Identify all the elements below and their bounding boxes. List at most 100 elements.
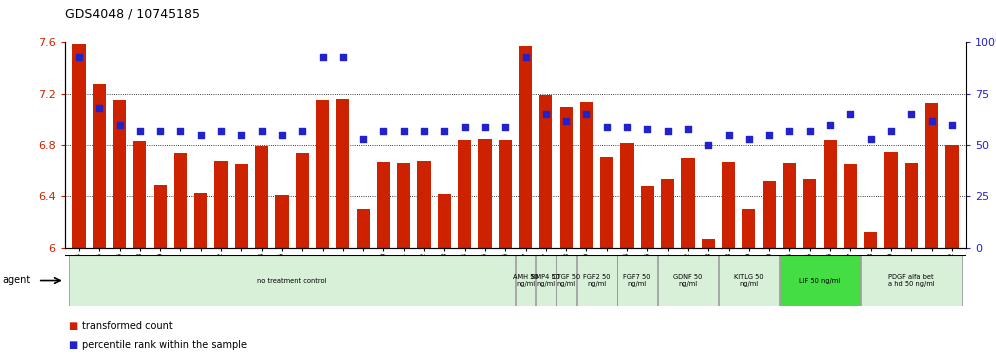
Point: [944, 122, 960, 127]
Bar: [763, 181, 776, 248]
Bar: [438, 194, 451, 248]
Point: [761, 132, 777, 138]
Bar: [417, 161, 430, 248]
Point: [518, 54, 534, 60]
Bar: [397, 163, 410, 248]
Bar: [601, 157, 614, 248]
Text: percentile rank within the sample: percentile rank within the sample: [82, 340, 247, 350]
Bar: [69, 255, 515, 306]
Point: [822, 122, 838, 127]
Bar: [560, 107, 573, 248]
Bar: [621, 143, 633, 248]
Point: [721, 132, 737, 138]
Text: transformed count: transformed count: [82, 321, 172, 331]
Bar: [357, 209, 370, 248]
Bar: [945, 145, 958, 248]
Bar: [316, 100, 329, 248]
Point: [923, 118, 939, 123]
Point: [294, 128, 310, 133]
Point: [741, 136, 757, 142]
Bar: [458, 140, 471, 248]
Bar: [884, 152, 897, 248]
Bar: [376, 162, 390, 248]
Point: [193, 132, 209, 138]
Bar: [742, 209, 756, 248]
Text: FGF7 50
ng/ml: FGF7 50 ng/ml: [623, 274, 651, 287]
Bar: [194, 193, 207, 248]
Bar: [904, 163, 918, 248]
Bar: [275, 195, 289, 248]
Point: [92, 105, 108, 111]
Point: [883, 128, 899, 133]
Bar: [661, 178, 674, 248]
Point: [700, 142, 716, 148]
Point: [131, 128, 147, 133]
Bar: [516, 255, 535, 306]
Bar: [153, 185, 166, 248]
Point: [620, 124, 635, 130]
Bar: [824, 140, 837, 248]
Text: LIF 50 ng/ml: LIF 50 ng/ml: [800, 278, 841, 284]
Point: [152, 128, 168, 133]
Text: agent: agent: [2, 275, 30, 285]
Bar: [255, 147, 268, 248]
Point: [599, 124, 615, 130]
Point: [356, 136, 372, 142]
Point: [477, 124, 493, 130]
Point: [274, 132, 290, 138]
Point: [639, 126, 655, 132]
Point: [659, 128, 675, 133]
Point: [375, 128, 391, 133]
Bar: [557, 255, 576, 306]
Point: [416, 128, 432, 133]
Bar: [681, 158, 694, 248]
Bar: [539, 95, 553, 248]
Text: FGF2 50
ng/ml: FGF2 50 ng/ml: [583, 274, 611, 287]
Point: [233, 132, 249, 138]
Text: ■: ■: [68, 340, 77, 350]
Point: [843, 112, 859, 117]
Bar: [174, 153, 187, 248]
Text: PDGF alfa bet
a hd 50 ng/ml: PDGF alfa bet a hd 50 ng/ml: [888, 274, 934, 287]
Text: KITLG 50
ng/ml: KITLG 50 ng/ml: [734, 274, 764, 287]
Text: BMP4 50
ng/ml: BMP4 50 ng/ml: [532, 274, 561, 287]
Text: AMH 50
ng/ml: AMH 50 ng/ml: [513, 274, 539, 287]
Bar: [93, 84, 106, 248]
Point: [112, 122, 127, 127]
Bar: [296, 153, 309, 248]
Bar: [577, 255, 617, 306]
Point: [457, 124, 473, 130]
Bar: [803, 178, 817, 248]
Point: [315, 54, 331, 60]
Bar: [214, 161, 228, 248]
Text: GDNF 50
ng/ml: GDNF 50 ng/ml: [673, 274, 703, 287]
Bar: [783, 163, 796, 248]
Bar: [133, 141, 146, 248]
Bar: [844, 164, 857, 248]
Bar: [235, 164, 248, 248]
Bar: [640, 186, 654, 248]
Point: [802, 128, 818, 133]
Point: [680, 126, 696, 132]
Bar: [73, 44, 86, 248]
Text: ■: ■: [68, 321, 77, 331]
Point: [579, 112, 595, 117]
Bar: [925, 103, 938, 248]
Bar: [478, 139, 492, 248]
Bar: [536, 255, 556, 306]
Bar: [722, 162, 735, 248]
Point: [172, 128, 188, 133]
Point: [863, 136, 878, 142]
Point: [538, 112, 554, 117]
Point: [558, 118, 574, 123]
Point: [71, 54, 87, 60]
Text: GDS4048 / 10745185: GDS4048 / 10745185: [65, 7, 200, 20]
Bar: [618, 255, 657, 306]
Text: no treatment control: no treatment control: [257, 278, 327, 284]
Bar: [702, 239, 715, 248]
Point: [436, 128, 452, 133]
Bar: [861, 255, 962, 306]
Bar: [337, 99, 350, 248]
Point: [254, 128, 270, 133]
Bar: [780, 255, 861, 306]
